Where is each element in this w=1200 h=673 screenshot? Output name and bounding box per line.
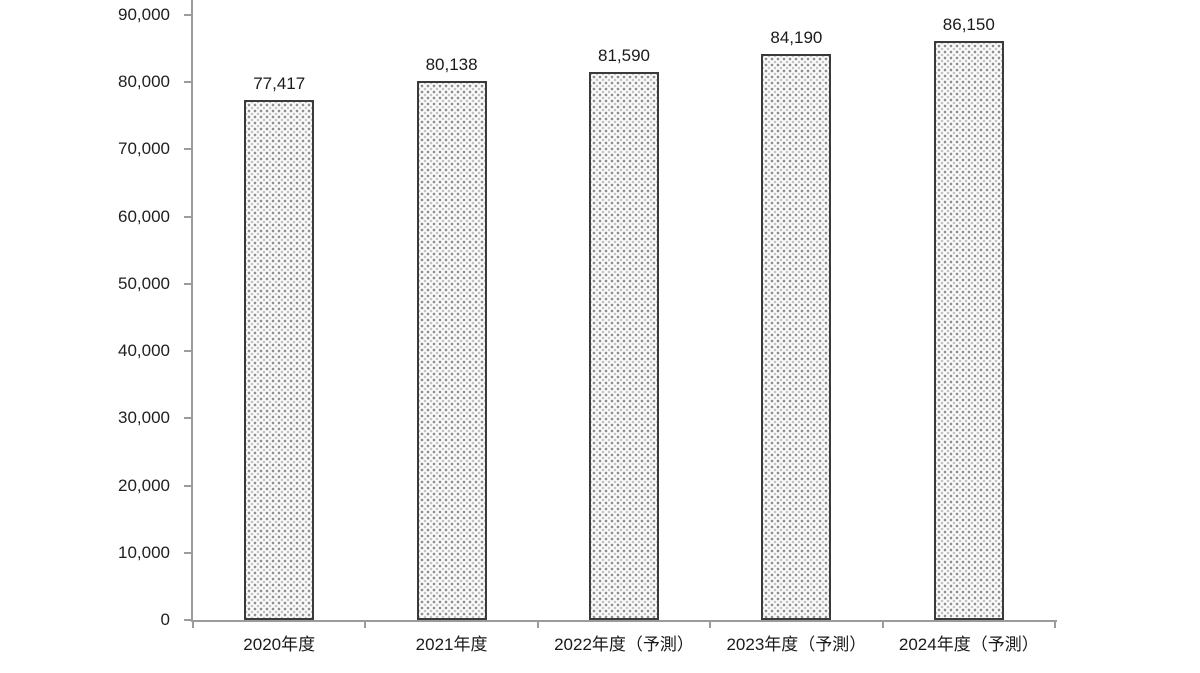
y-axis-tick <box>184 417 192 420</box>
y-axis-tick-label: 20,000 <box>118 475 170 495</box>
y-axis-tick-label: 30,000 <box>118 408 170 428</box>
x-axis-tick <box>536 620 539 628</box>
y-axis-tick <box>184 282 192 285</box>
bar <box>761 54 832 620</box>
bar <box>933 40 1004 620</box>
y-axis-tick-label: 70,000 <box>118 139 170 159</box>
bar-value-label: 84,190 <box>770 28 823 48</box>
bar-value-label: 77,417 <box>253 73 306 93</box>
x-axis-tick <box>364 620 367 628</box>
bar-value-label: 80,138 <box>425 55 478 75</box>
x-axis-category-label: 2023年度（予測） <box>726 635 867 654</box>
bar-value-label: 81,590 <box>598 45 650 65</box>
y-axis-tick <box>184 350 192 353</box>
x-axis-tick <box>709 620 712 628</box>
y-axis-tick <box>184 148 192 151</box>
bar <box>416 81 487 620</box>
x-axis-category-label: 2020年度 <box>243 635 316 654</box>
y-axis-tick <box>184 81 192 84</box>
y-axis-tick-label: 10,000 <box>118 542 170 562</box>
y-axis-tick <box>184 484 192 487</box>
x-axis-tick <box>881 620 884 628</box>
y-axis-tick <box>184 14 192 16</box>
y-axis-line <box>191 0 193 622</box>
y-axis-tick <box>184 551 192 554</box>
y-axis-tick-label: 60,000 <box>118 206 170 226</box>
x-axis-category-label: 2022年度（予測） <box>554 635 694 654</box>
y-axis-tick <box>184 215 192 218</box>
x-axis-line <box>191 620 1057 622</box>
x-axis-category-label: 2024年度（予測） <box>898 635 1039 654</box>
x-axis-category-label: 2021年度 <box>415 635 488 654</box>
bar <box>244 99 315 620</box>
y-axis-tick-label: 50,000 <box>118 273 170 293</box>
y-axis-tick-label: 0 <box>160 610 170 629</box>
y-axis-tick-label: 90,000 <box>118 5 170 24</box>
bar <box>589 71 659 620</box>
x-axis-tick <box>1054 620 1056 628</box>
x-axis-tick <box>192 620 194 628</box>
y-axis-tick-label: 40,000 <box>118 341 170 361</box>
bar-value-label: 86,150 <box>942 14 995 34</box>
y-axis-tick-label: 80,000 <box>118 72 170 92</box>
y-axis-tick <box>184 619 192 621</box>
